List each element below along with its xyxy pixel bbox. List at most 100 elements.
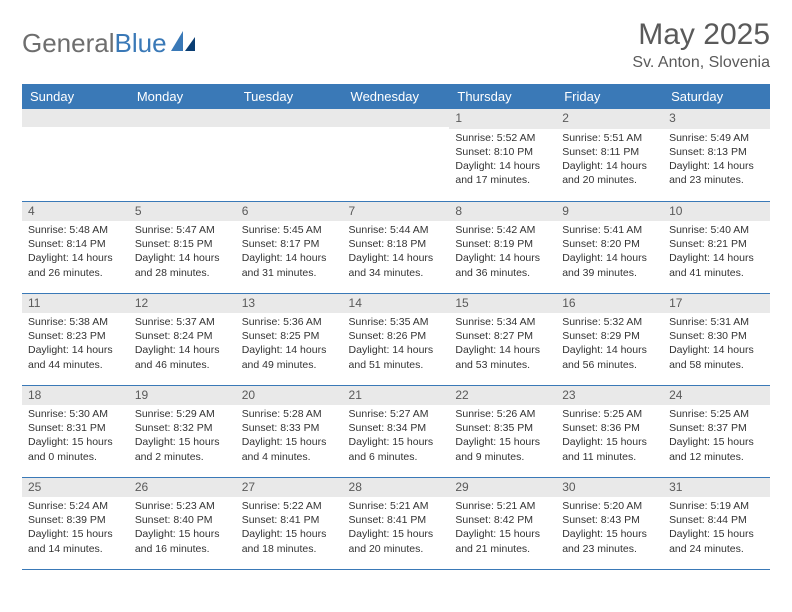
weekday-header: Monday [129, 84, 236, 109]
calendar-day-cell: 26Sunrise: 5:23 AMSunset: 8:40 PMDayligh… [129, 477, 236, 569]
calendar-day-cell: 13Sunrise: 5:36 AMSunset: 8:25 PMDayligh… [236, 293, 343, 385]
day-info-line: and 20 minutes. [349, 542, 444, 556]
day-info-line: Sunset: 8:27 PM [455, 329, 550, 343]
empty-daynum [236, 109, 343, 127]
day-info-line: Sunset: 8:21 PM [669, 237, 764, 251]
day-info-line: Sunrise: 5:20 AM [562, 499, 657, 513]
calendar-day-cell: 11Sunrise: 5:38 AMSunset: 8:23 PMDayligh… [22, 293, 129, 385]
calendar-day-cell: 6Sunrise: 5:45 AMSunset: 8:17 PMDaylight… [236, 201, 343, 293]
day-info-line: Sunrise: 5:21 AM [349, 499, 444, 513]
day-info: Sunrise: 5:28 AMSunset: 8:33 PMDaylight:… [236, 405, 343, 468]
day-info-line: Daylight: 14 hours [242, 251, 337, 265]
calendar-week-row: 4Sunrise: 5:48 AMSunset: 8:14 PMDaylight… [22, 201, 770, 293]
day-number: 15 [449, 294, 556, 314]
day-info-line: Daylight: 15 hours [135, 527, 230, 541]
day-info-line: Sunrise: 5:25 AM [562, 407, 657, 421]
day-info: Sunrise: 5:34 AMSunset: 8:27 PMDaylight:… [449, 313, 556, 376]
calendar-table: SundayMondayTuesdayWednesdayThursdayFrid… [22, 84, 770, 570]
calendar-day-cell [22, 109, 129, 201]
calendar-day-cell: 18Sunrise: 5:30 AMSunset: 8:31 PMDayligh… [22, 385, 129, 477]
day-info: Sunrise: 5:48 AMSunset: 8:14 PMDaylight:… [22, 221, 129, 284]
calendar-day-cell: 10Sunrise: 5:40 AMSunset: 8:21 PMDayligh… [663, 201, 770, 293]
day-info-line: and 6 minutes. [349, 450, 444, 464]
location: Sv. Anton, Slovenia [632, 54, 770, 72]
day-number: 8 [449, 202, 556, 222]
day-info-line: Sunset: 8:35 PM [455, 421, 550, 435]
day-info-line: Sunrise: 5:37 AM [135, 315, 230, 329]
day-info-line: Sunset: 8:43 PM [562, 513, 657, 527]
day-info-line: Daylight: 14 hours [349, 343, 444, 357]
day-info-line: Daylight: 15 hours [455, 527, 550, 541]
day-info-line: and 12 minutes. [669, 450, 764, 464]
day-info: Sunrise: 5:31 AMSunset: 8:30 PMDaylight:… [663, 313, 770, 376]
day-info: Sunrise: 5:26 AMSunset: 8:35 PMDaylight:… [449, 405, 556, 468]
sail-icon [171, 31, 197, 53]
day-info-line: Sunrise: 5:51 AM [562, 131, 657, 145]
day-info-line: Daylight: 14 hours [562, 251, 657, 265]
day-info: Sunrise: 5:24 AMSunset: 8:39 PMDaylight:… [22, 497, 129, 560]
day-number: 3 [663, 109, 770, 129]
day-info-line: Sunset: 8:10 PM [455, 145, 550, 159]
day-number: 17 [663, 294, 770, 314]
day-info-line: Daylight: 15 hours [349, 527, 444, 541]
day-info: Sunrise: 5:45 AMSunset: 8:17 PMDaylight:… [236, 221, 343, 284]
day-info-line: Sunset: 8:36 PM [562, 421, 657, 435]
day-info: Sunrise: 5:35 AMSunset: 8:26 PMDaylight:… [343, 313, 450, 376]
day-info-line: Sunset: 8:19 PM [455, 237, 550, 251]
day-number: 30 [556, 478, 663, 498]
day-info-line: and 18 minutes. [242, 542, 337, 556]
day-info-line: and 28 minutes. [135, 266, 230, 280]
day-info: Sunrise: 5:38 AMSunset: 8:23 PMDaylight:… [22, 313, 129, 376]
brand-logo: GeneralBlue [22, 18, 197, 59]
calendar-day-cell: 7Sunrise: 5:44 AMSunset: 8:18 PMDaylight… [343, 201, 450, 293]
day-info: Sunrise: 5:42 AMSunset: 8:19 PMDaylight:… [449, 221, 556, 284]
calendar-day-cell: 17Sunrise: 5:31 AMSunset: 8:30 PMDayligh… [663, 293, 770, 385]
day-number: 9 [556, 202, 663, 222]
day-info: Sunrise: 5:52 AMSunset: 8:10 PMDaylight:… [449, 129, 556, 192]
day-info-line: and 21 minutes. [455, 542, 550, 556]
day-info-line: Sunset: 8:32 PM [135, 421, 230, 435]
day-info: Sunrise: 5:21 AMSunset: 8:41 PMDaylight:… [343, 497, 450, 560]
calendar-day-cell: 27Sunrise: 5:22 AMSunset: 8:41 PMDayligh… [236, 477, 343, 569]
day-info-line: Daylight: 14 hours [349, 251, 444, 265]
day-info-line: Sunrise: 5:38 AM [28, 315, 123, 329]
day-info-line: Sunset: 8:11 PM [562, 145, 657, 159]
day-number: 25 [22, 478, 129, 498]
day-info-line: and 34 minutes. [349, 266, 444, 280]
calendar-day-cell: 8Sunrise: 5:42 AMSunset: 8:19 PMDaylight… [449, 201, 556, 293]
day-info: Sunrise: 5:20 AMSunset: 8:43 PMDaylight:… [556, 497, 663, 560]
day-info-line: Sunset: 8:41 PM [349, 513, 444, 527]
day-info-line: Sunset: 8:18 PM [349, 237, 444, 251]
day-info-line: Daylight: 14 hours [135, 251, 230, 265]
day-info: Sunrise: 5:25 AMSunset: 8:37 PMDaylight:… [663, 405, 770, 468]
day-info-line: Sunrise: 5:28 AM [242, 407, 337, 421]
day-info: Sunrise: 5:23 AMSunset: 8:40 PMDaylight:… [129, 497, 236, 560]
day-number: 27 [236, 478, 343, 498]
weekday-header-row: SundayMondayTuesdayWednesdayThursdayFrid… [22, 84, 770, 109]
day-info-line: Sunset: 8:30 PM [669, 329, 764, 343]
day-number: 21 [343, 386, 450, 406]
day-info-line: and 20 minutes. [562, 173, 657, 187]
day-info-line: Sunrise: 5:23 AM [135, 499, 230, 513]
day-number: 19 [129, 386, 236, 406]
calendar-day-cell: 16Sunrise: 5:32 AMSunset: 8:29 PMDayligh… [556, 293, 663, 385]
day-info-line: Sunrise: 5:45 AM [242, 223, 337, 237]
day-number: 1 [449, 109, 556, 129]
day-info-line: and 24 minutes. [669, 542, 764, 556]
day-info-line: and 36 minutes. [455, 266, 550, 280]
day-info: Sunrise: 5:25 AMSunset: 8:36 PMDaylight:… [556, 405, 663, 468]
weekday-header: Sunday [22, 84, 129, 109]
day-number: 14 [343, 294, 450, 314]
day-info: Sunrise: 5:32 AMSunset: 8:29 PMDaylight:… [556, 313, 663, 376]
calendar-day-cell: 1Sunrise: 5:52 AMSunset: 8:10 PMDaylight… [449, 109, 556, 201]
day-info-line: Sunset: 8:24 PM [135, 329, 230, 343]
day-info-line: and 2 minutes. [135, 450, 230, 464]
day-info: Sunrise: 5:30 AMSunset: 8:31 PMDaylight:… [22, 405, 129, 468]
day-info-line: Daylight: 14 hours [28, 343, 123, 357]
day-info-line: Daylight: 15 hours [28, 435, 123, 449]
day-number: 23 [556, 386, 663, 406]
day-number: 22 [449, 386, 556, 406]
day-info-line: and 31 minutes. [242, 266, 337, 280]
calendar-day-cell: 24Sunrise: 5:25 AMSunset: 8:37 PMDayligh… [663, 385, 770, 477]
day-number: 5 [129, 202, 236, 222]
